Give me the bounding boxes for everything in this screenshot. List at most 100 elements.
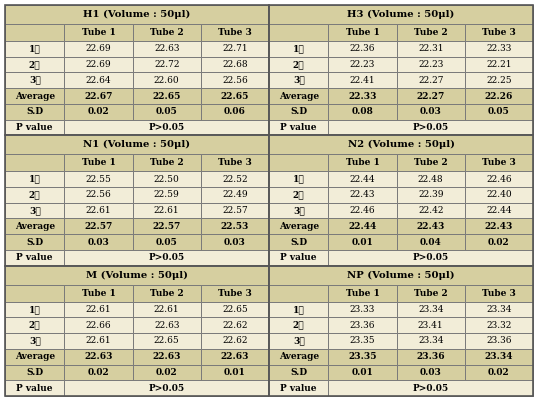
Bar (465, 104, 533, 119)
Bar (328, 333, 397, 349)
Text: N2 (Volume : 50μl): N2 (Volume : 50μl) (348, 140, 455, 149)
Text: 0.03: 0.03 (88, 237, 109, 247)
Bar (465, 317, 533, 333)
Text: Tube 1: Tube 1 (345, 289, 379, 298)
Text: 22.62: 22.62 (222, 336, 247, 345)
Text: 22.44: 22.44 (350, 175, 376, 184)
Bar (5, 285, 65, 302)
Text: 22.57: 22.57 (84, 222, 112, 231)
Text: Average: Average (279, 352, 318, 361)
Bar (201, 24, 269, 41)
Text: 22.62: 22.62 (222, 321, 247, 330)
Bar (132, 104, 201, 119)
Text: Tube 2: Tube 2 (150, 289, 183, 298)
Text: 3회: 3회 (29, 336, 40, 345)
Bar (328, 73, 397, 88)
Bar (465, 24, 533, 41)
Bar (269, 135, 533, 154)
Bar (465, 219, 533, 234)
Text: 0.02: 0.02 (488, 237, 510, 247)
Bar (65, 349, 132, 365)
Text: 22.63: 22.63 (154, 321, 180, 330)
Bar (269, 285, 328, 302)
Bar (132, 219, 201, 234)
Bar (465, 203, 533, 219)
Bar (5, 73, 65, 88)
Bar (5, 135, 269, 154)
Text: 22.33: 22.33 (486, 44, 512, 53)
Text: 0.02: 0.02 (88, 107, 109, 116)
Text: 22.59: 22.59 (154, 190, 180, 199)
Bar (5, 302, 65, 317)
Text: 22.65: 22.65 (222, 305, 248, 314)
Text: 22.43: 22.43 (485, 222, 513, 231)
Bar (65, 171, 132, 187)
Bar (201, 219, 269, 234)
Bar (328, 24, 397, 41)
Bar (269, 73, 328, 88)
Bar (5, 219, 65, 234)
Bar (328, 302, 397, 317)
Bar (397, 349, 465, 365)
Bar (201, 187, 269, 203)
Text: Tube 3: Tube 3 (218, 289, 252, 298)
Bar (269, 203, 328, 219)
Bar (328, 119, 533, 135)
Bar (5, 380, 65, 396)
Bar (132, 171, 201, 187)
Text: 22.63: 22.63 (84, 352, 113, 361)
Bar (397, 57, 465, 73)
Bar (65, 317, 132, 333)
Text: 22.33: 22.33 (348, 91, 377, 101)
Text: Average: Average (15, 222, 55, 231)
Bar (269, 380, 328, 396)
Text: 22.69: 22.69 (86, 44, 111, 53)
Bar (132, 365, 201, 380)
Bar (201, 73, 269, 88)
Text: 22.44: 22.44 (486, 206, 512, 215)
Text: 22.61: 22.61 (154, 305, 180, 314)
Text: 2회: 2회 (29, 60, 40, 69)
Text: P value: P value (17, 123, 53, 132)
Bar (328, 88, 397, 104)
Bar (397, 365, 465, 380)
Text: 2회: 2회 (29, 190, 40, 199)
Bar (397, 88, 465, 104)
Bar (5, 24, 65, 41)
Text: 2회: 2회 (293, 321, 305, 330)
Text: 22.68: 22.68 (222, 60, 247, 69)
Bar (65, 365, 132, 380)
Text: 22.53: 22.53 (221, 222, 249, 231)
Text: 22.65: 22.65 (154, 336, 180, 345)
Bar (328, 234, 397, 250)
Bar (5, 135, 269, 266)
Bar (397, 285, 465, 302)
Bar (5, 250, 65, 266)
Bar (65, 57, 132, 73)
Bar (269, 5, 533, 135)
Text: 1회: 1회 (29, 44, 40, 53)
Text: 1회: 1회 (293, 305, 305, 314)
Bar (5, 154, 65, 171)
Bar (5, 57, 65, 73)
Bar (5, 266, 269, 396)
Text: 23.36: 23.36 (486, 336, 512, 345)
Text: P value: P value (17, 253, 53, 262)
Text: 22.61: 22.61 (86, 305, 111, 314)
Bar (328, 57, 397, 73)
Bar (132, 302, 201, 317)
Bar (201, 171, 269, 187)
Text: 2회: 2회 (29, 321, 40, 330)
Text: 22.36: 22.36 (350, 44, 375, 53)
Text: S.D: S.D (290, 237, 307, 247)
Bar (65, 285, 132, 302)
Text: 23.35: 23.35 (348, 352, 377, 361)
Bar (65, 203, 132, 219)
Bar (397, 317, 465, 333)
Bar (465, 41, 533, 57)
Bar (5, 5, 269, 135)
Text: 1회: 1회 (29, 175, 40, 184)
Bar (269, 234, 328, 250)
Bar (201, 57, 269, 73)
Text: 22.69: 22.69 (86, 60, 111, 69)
